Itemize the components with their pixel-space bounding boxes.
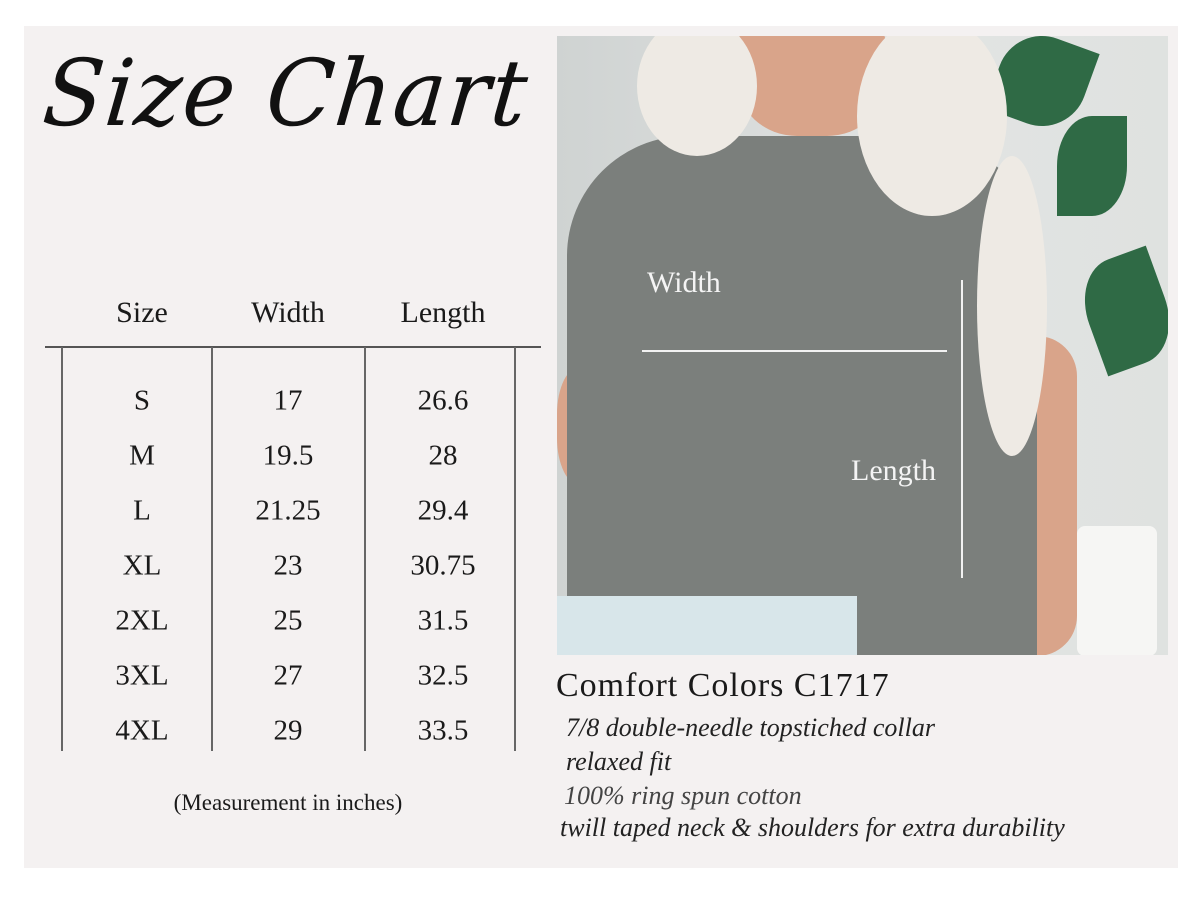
- cell-length: 28: [428, 439, 458, 472]
- cell-size: S: [133, 384, 151, 417]
- hair: [857, 36, 1007, 216]
- length-arrow: [961, 280, 963, 578]
- feature-item: relaxed fit: [566, 747, 672, 776]
- cell-length: 30.75: [410, 549, 476, 582]
- product-name: Comfort Colors C1717: [556, 667, 890, 704]
- cell-width: 17: [273, 384, 303, 417]
- feature-item: twill taped neck & shoulders for extra d…: [560, 813, 1065, 842]
- measurement-note: (Measurement in inches): [173, 790, 403, 815]
- cell-size: L: [133, 494, 151, 527]
- hair: [977, 156, 1047, 456]
- cell-size: XL: [122, 549, 162, 582]
- length-label: Length: [851, 454, 936, 487]
- cell-width: 27: [273, 659, 303, 692]
- table-column-divider: [61, 347, 63, 751]
- table-column-divider: [211, 347, 213, 751]
- feature-item: 100% ring spun cotton: [564, 781, 802, 810]
- cell-length: 32.5: [417, 659, 469, 692]
- cell-width: 21.25: [255, 494, 321, 527]
- page-title: Size Chart: [38, 40, 534, 147]
- cell-size: M: [129, 439, 155, 472]
- hair: [637, 36, 757, 156]
- table-column-divider: [514, 347, 516, 751]
- cell-length: 31.5: [417, 604, 469, 637]
- column-header-width: Width: [251, 296, 325, 329]
- cell-size: 4XL: [115, 714, 169, 747]
- plant-leaf: [1057, 116, 1127, 216]
- model-photo: Width Length: [557, 36, 1168, 655]
- feature-item: 7/8 double-needle topstiched collar: [566, 713, 935, 742]
- plant-leaf: [1070, 245, 1168, 377]
- cell-length: 26.6: [417, 384, 469, 417]
- column-header-length: Length: [400, 296, 486, 329]
- cell-length: 33.5: [417, 714, 469, 747]
- cell-width: 23: [273, 549, 303, 582]
- cell-width: 19.5: [262, 439, 314, 472]
- table-column-divider: [364, 347, 366, 751]
- table-header-divider: [45, 346, 541, 348]
- plant-pot: [1077, 526, 1157, 655]
- column-header-size: Size: [116, 296, 168, 329]
- jeans: [557, 596, 857, 655]
- cell-size: 3XL: [115, 659, 169, 692]
- cell-size: 2XL: [115, 604, 169, 637]
- cell-width: 25: [273, 604, 303, 637]
- width-label: Width: [647, 266, 721, 299]
- cell-length: 29.4: [417, 494, 469, 527]
- tshirt: [567, 136, 1037, 655]
- width-arrow: [642, 350, 947, 352]
- cell-width: 29: [273, 714, 303, 747]
